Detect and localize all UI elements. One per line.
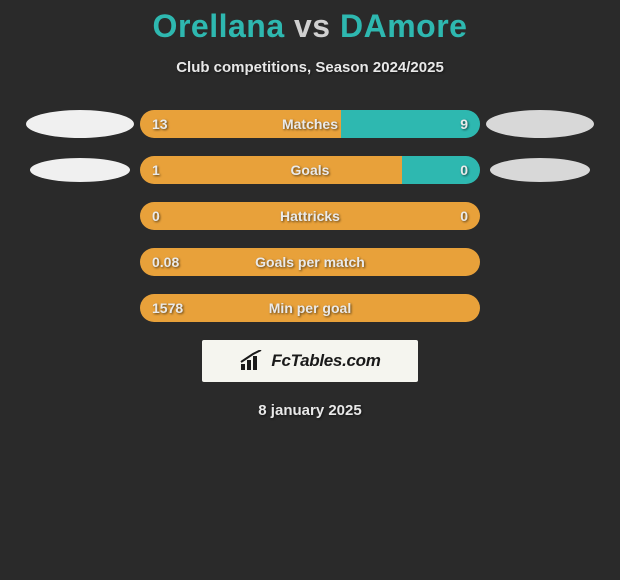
left-badge-slot (20, 158, 140, 182)
bar-right-fill (402, 156, 480, 184)
bar-left-fill (140, 248, 480, 276)
stat-bar: 1578Min per goal (140, 294, 480, 322)
stat-right-value: 0 (460, 202, 468, 230)
team-badge-left (26, 110, 134, 138)
team-badge-right (490, 158, 590, 182)
stat-row: 1578Min per goal (0, 294, 620, 322)
stat-bar: 0.08Goals per match (140, 248, 480, 276)
date-label: 8 january 2025 (0, 402, 620, 419)
page-title: Orellana vs DAmore (0, 8, 620, 45)
stat-left-value: 0 (152, 202, 160, 230)
right-badge-slot (480, 158, 600, 182)
team-badge-right (486, 110, 594, 138)
bar-left-fill (140, 156, 402, 184)
bar-left-fill (140, 110, 341, 138)
fctables-logo: FcTables.com (202, 340, 418, 382)
left-badge-slot (20, 110, 140, 138)
stat-left-value: 0.08 (152, 248, 179, 276)
stat-row: 00Hattricks (0, 202, 620, 230)
stat-row: 10Goals (0, 156, 620, 184)
stat-row: 139Matches (0, 110, 620, 138)
bar-left-fill (140, 202, 480, 230)
stat-right-value: 9 (460, 110, 468, 138)
subtitle: Club competitions, Season 2024/2025 (0, 59, 620, 76)
stat-left-value: 13 (152, 110, 168, 138)
comparison-infographic: Orellana vs DAmore Club competitions, Se… (0, 0, 620, 419)
team-badge-left (30, 158, 130, 182)
stat-left-value: 1578 (152, 294, 183, 322)
logo-text: FcTables.com (271, 351, 380, 371)
right-badge-slot (480, 110, 600, 138)
stat-bar: 00Hattricks (140, 202, 480, 230)
player2-name: DAmore (340, 8, 467, 44)
stat-right-value: 0 (460, 156, 468, 184)
stat-left-value: 1 (152, 156, 160, 184)
player1-name: Orellana (153, 8, 285, 44)
stats-rows: 139Matches10Goals00Hattricks0.08Goals pe… (0, 110, 620, 322)
bar-left-fill (140, 294, 480, 322)
stat-row: 0.08Goals per match (0, 248, 620, 276)
chart-icon (239, 350, 265, 372)
stat-bar: 139Matches (140, 110, 480, 138)
vs-text: vs (294, 8, 331, 44)
stat-bar: 10Goals (140, 156, 480, 184)
